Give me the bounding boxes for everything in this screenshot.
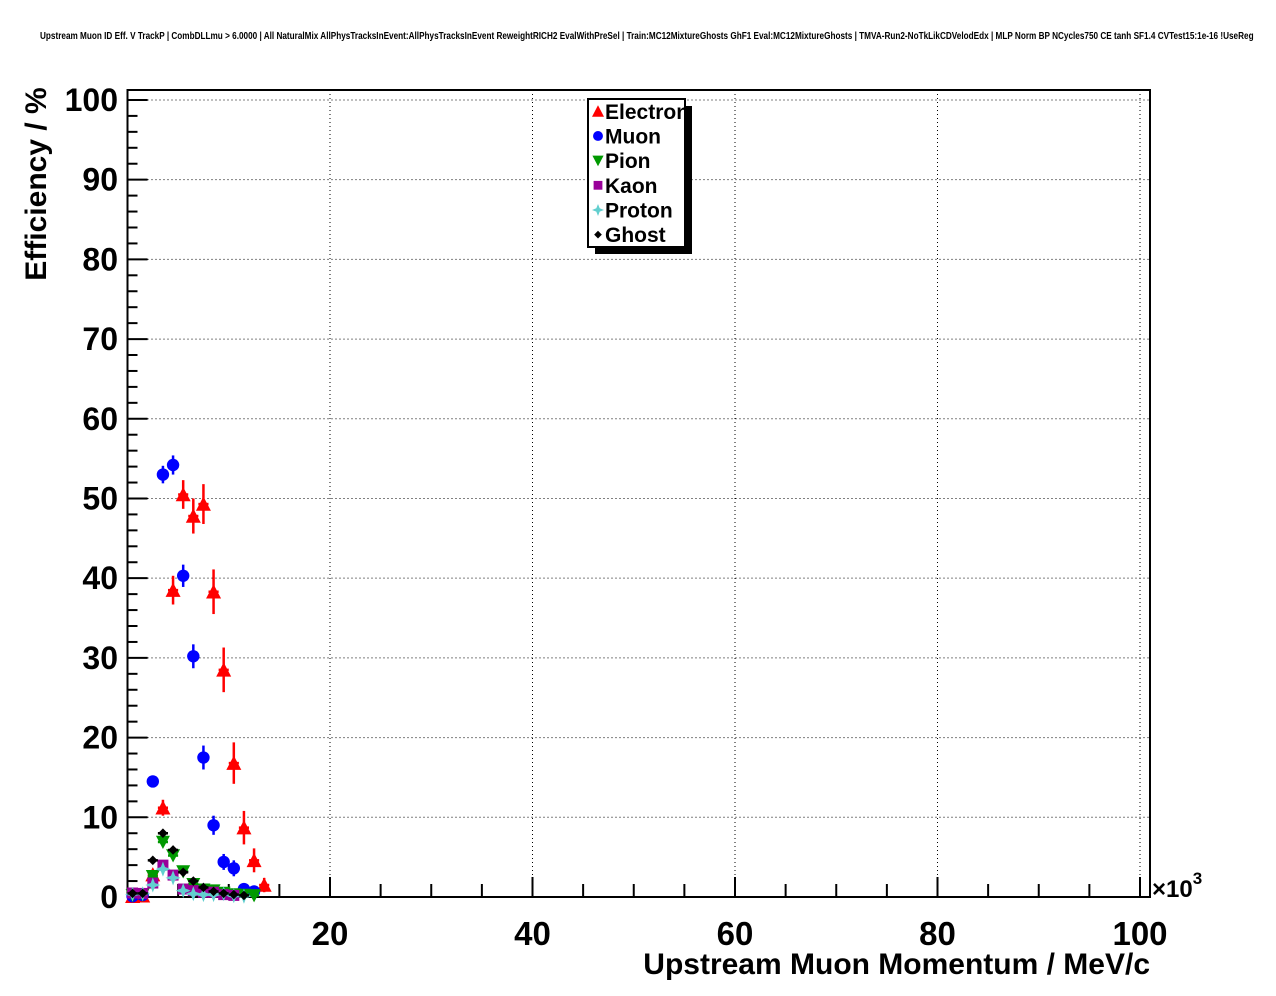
- svg-text:70: 70: [82, 321, 118, 357]
- series-ghost: [127, 828, 249, 901]
- x-axis-title: Upstream Muon Momentum / MeV/c: [643, 948, 1150, 981]
- y-axis-title: Efficiency / %: [20, 87, 53, 280]
- svg-text:Kaon: Kaon: [605, 175, 658, 198]
- svg-text:Muon: Muon: [605, 125, 661, 148]
- svg-text:Pion: Pion: [605, 150, 651, 173]
- svg-text:40: 40: [82, 560, 118, 596]
- svg-text:100: 100: [1112, 915, 1167, 952]
- y-tick-labels: 0 10 20 30 40 50 60 70 80 90 100: [65, 82, 118, 915]
- legend-box: [587, 98, 686, 248]
- plot-frame: [126, 89, 1151, 898]
- legend-entry-pion: Pion: [592, 150, 651, 173]
- plot-title: Upstream Muon ID Eff. V TrackP | CombDLL…: [40, 30, 1254, 42]
- legend-entry-ghost: Ghost: [594, 224, 666, 247]
- svg-text:Electron: Electron: [605, 101, 689, 124]
- svg-text:10: 10: [82, 799, 118, 835]
- svg-text:90: 90: [82, 162, 118, 198]
- svg-text:Proton: Proton: [605, 199, 673, 222]
- svg-text:50: 50: [82, 480, 118, 516]
- svg-text:Ghost: Ghost: [605, 224, 666, 247]
- svg-text:30: 30: [82, 640, 118, 676]
- svg-text:60: 60: [717, 915, 754, 952]
- legend-entry-kaon: Kaon: [593, 175, 658, 198]
- svg-text:80: 80: [82, 241, 118, 277]
- svg-text:0: 0: [100, 879, 118, 915]
- legend-entry-muon: Muon: [593, 125, 661, 148]
- x-tick-labels: 20 40 60 80 100: [312, 915, 1168, 952]
- svg-text:40: 40: [514, 915, 551, 952]
- svg-text:100: 100: [65, 82, 118, 118]
- x-axis-exponent: ×103: [1152, 869, 1202, 903]
- gridlines: [127, 90, 1150, 897]
- svg-text:20: 20: [82, 720, 118, 756]
- axis-ticks: [127, 98, 1141, 898]
- svg-text:80: 80: [919, 915, 956, 952]
- svg-text:60: 60: [82, 401, 118, 437]
- svg-text:20: 20: [312, 915, 349, 952]
- legend-entry-electron: Electron: [592, 101, 689, 124]
- legend-entry-proton: Proton: [592, 199, 673, 222]
- series-electron: [125, 480, 272, 903]
